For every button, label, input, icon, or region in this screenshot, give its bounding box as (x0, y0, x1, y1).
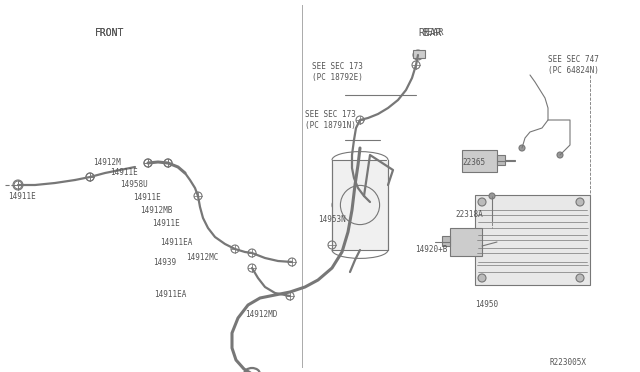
Text: 14950: 14950 (475, 300, 498, 309)
Text: (PC 18792E): (PC 18792E) (312, 73, 363, 82)
Text: 14911EA: 14911EA (154, 290, 186, 299)
Text: 14911E: 14911E (152, 219, 180, 228)
Bar (442, 236, 450, 246)
Text: R223005X: R223005X (550, 358, 587, 367)
Text: (PC 18791N): (PC 18791N) (305, 121, 356, 130)
Text: FRONT: FRONT (95, 28, 125, 38)
Text: SEE SEC 173: SEE SEC 173 (312, 62, 363, 71)
Circle shape (576, 274, 584, 282)
Text: 14912M: 14912M (93, 158, 121, 167)
Circle shape (478, 274, 486, 282)
Bar (413, 50, 425, 58)
Bar (497, 155, 505, 165)
Bar (462, 150, 497, 172)
Bar (475, 195, 590, 285)
Bar (332, 160, 388, 250)
Text: (PC 64824N): (PC 64824N) (548, 66, 599, 75)
Text: 14912MB: 14912MB (140, 206, 172, 215)
Bar (450, 228, 482, 256)
Circle shape (413, 50, 423, 60)
Text: 14911EA: 14911EA (160, 238, 193, 247)
Text: FRONT: FRONT (95, 28, 125, 38)
Text: REAR: REAR (418, 28, 442, 38)
Text: 22365: 22365 (462, 158, 485, 167)
Text: REAR: REAR (422, 28, 444, 37)
Text: 14912MC: 14912MC (186, 253, 218, 262)
Text: 14939: 14939 (153, 258, 176, 267)
Circle shape (489, 193, 495, 199)
Text: 14911E: 14911E (133, 193, 161, 202)
Text: 14912MD: 14912MD (245, 310, 277, 319)
Text: 22318A: 22318A (455, 210, 483, 219)
Text: 14911E: 14911E (110, 168, 138, 177)
Text: 14911E: 14911E (8, 192, 36, 201)
Circle shape (478, 198, 486, 206)
Text: 14958U: 14958U (120, 180, 148, 189)
Circle shape (576, 198, 584, 206)
Text: 14953N: 14953N (318, 215, 346, 224)
Circle shape (557, 152, 563, 158)
Text: 14920+B: 14920+B (415, 245, 447, 254)
Text: SEE SEC 173: SEE SEC 173 (305, 110, 356, 119)
Circle shape (519, 145, 525, 151)
Text: SEE SEC 747: SEE SEC 747 (548, 55, 599, 64)
